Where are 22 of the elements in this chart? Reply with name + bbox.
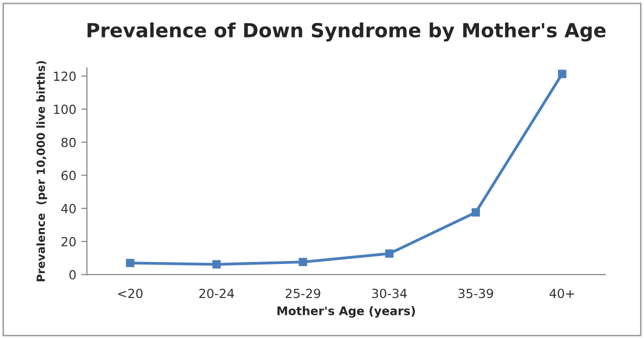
- y-tick-label: 80: [61, 138, 76, 148]
- y-tick-label: 20: [62, 236, 76, 246]
- point: [126, 258, 134, 268]
- y-tick-label: 40: [61, 204, 76, 214]
- point: [472, 208, 480, 217]
- x-tick-label: <20: [118, 288, 142, 298]
- y-tick-label: 100: [54, 104, 76, 114]
- x-tick-label: 20-24: [199, 288, 234, 298]
- point: [298, 258, 308, 266]
- x-tick-label: 25-29: [286, 288, 320, 298]
- x-tick-label: 40+: [550, 288, 574, 298]
- y-tick-label: 60: [61, 170, 76, 180]
- point: [558, 70, 566, 78]
- y-axis-title: Prevalence (per 10,000 live births): [36, 61, 48, 282]
- point: [385, 249, 394, 258]
- chart-title: Prevalence of Down Syndrome by Mother's Age: [88, 22, 606, 42]
- y-tick-label: 0: [69, 270, 76, 280]
- x-tick-label: 35-39: [458, 288, 494, 298]
- y-tick-label: 120: [54, 72, 76, 81]
- x-axis-title: Mother's Age (years): [277, 306, 415, 318]
- x-tick-label: 30-34: [372, 288, 407, 298]
- point: [212, 260, 221, 268]
